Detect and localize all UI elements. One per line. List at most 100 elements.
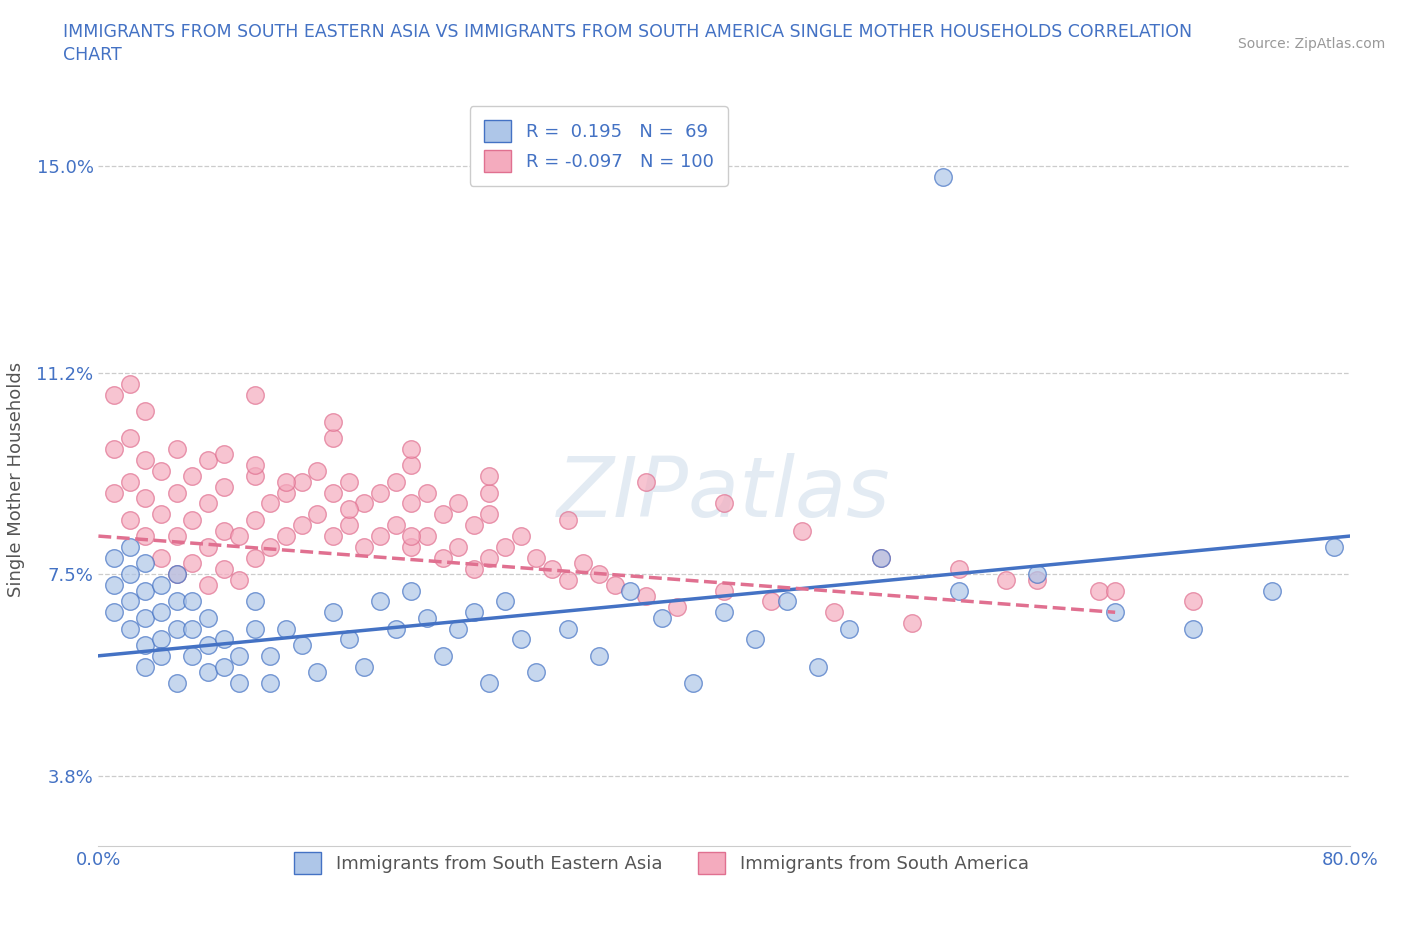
Point [166, 566, 188, 581]
Point [166, 566, 188, 581]
Point [807, 659, 830, 674]
Point [181, 621, 204, 636]
Text: CHART: CHART [63, 46, 122, 64]
Point [134, 659, 156, 674]
Point [337, 518, 360, 533]
Point [776, 594, 799, 609]
Point [134, 404, 156, 418]
Point [322, 485, 344, 500]
Point [197, 637, 219, 652]
Point [197, 610, 219, 625]
Point [432, 648, 454, 663]
Point [1182, 621, 1205, 636]
Point [197, 665, 219, 680]
Point [118, 377, 141, 392]
Point [181, 594, 204, 609]
Point [228, 648, 250, 663]
Point [432, 551, 454, 565]
Point [291, 518, 314, 533]
Point [509, 528, 531, 543]
Point [337, 501, 360, 516]
Point [150, 648, 173, 663]
Point [792, 524, 814, 538]
Point [197, 453, 219, 468]
Point [1088, 583, 1111, 598]
Point [932, 169, 955, 184]
Point [713, 583, 735, 598]
Point [384, 518, 406, 533]
Point [118, 594, 141, 609]
Point [118, 512, 141, 527]
Y-axis label: Single Mother Households: Single Mother Households [7, 362, 25, 596]
Point [118, 431, 141, 445]
Point [416, 528, 439, 543]
Point [166, 594, 188, 609]
Point [243, 551, 266, 565]
Point [134, 610, 156, 625]
Point [228, 572, 250, 587]
Point [150, 604, 173, 619]
Point [1182, 594, 1205, 609]
Point [181, 556, 204, 571]
Text: ZIPatlas: ZIPatlas [557, 453, 891, 534]
Point [478, 507, 501, 522]
Point [197, 539, 219, 554]
Point [526, 551, 548, 565]
Point [243, 387, 266, 402]
Point [212, 447, 235, 462]
Point [134, 453, 156, 468]
Text: Source: ZipAtlas.com: Source: ZipAtlas.com [1237, 37, 1385, 51]
Point [118, 474, 141, 489]
Point [401, 539, 423, 554]
Point [322, 415, 344, 430]
Point [274, 474, 298, 489]
Point [259, 648, 281, 663]
Point [463, 562, 485, 577]
Point [118, 621, 141, 636]
Point [869, 551, 891, 565]
Point [228, 528, 250, 543]
Point [197, 496, 219, 511]
Point [243, 458, 266, 472]
Point [134, 637, 156, 652]
Point [713, 604, 735, 619]
Point [150, 463, 173, 478]
Point [353, 496, 375, 511]
Point [291, 474, 314, 489]
Point [478, 675, 501, 690]
Point [337, 474, 360, 489]
Point [134, 556, 156, 571]
Point [838, 621, 860, 636]
Point [494, 594, 516, 609]
Point [682, 675, 704, 690]
Point [181, 512, 204, 527]
Point [134, 490, 156, 505]
Point [322, 528, 344, 543]
Point [603, 578, 626, 592]
Point [228, 675, 250, 690]
Point [243, 594, 266, 609]
Point [353, 659, 375, 674]
Point [181, 648, 204, 663]
Point [1026, 566, 1049, 581]
Point [416, 485, 439, 500]
Point [197, 578, 219, 592]
Point [447, 539, 470, 554]
Point [634, 589, 657, 604]
Point [948, 583, 970, 598]
Point [150, 507, 173, 522]
Point [744, 632, 766, 647]
Point [103, 485, 125, 500]
Point [1104, 583, 1126, 598]
Point [166, 621, 188, 636]
Point [401, 458, 423, 472]
Point [150, 578, 173, 592]
Point [212, 632, 235, 647]
Point [103, 387, 125, 402]
Point [572, 556, 595, 571]
Point [259, 539, 281, 554]
Point [166, 528, 188, 543]
Point [274, 485, 298, 500]
Legend: Immigrants from South Eastern Asia, Immigrants from South America: Immigrants from South Eastern Asia, Immi… [280, 838, 1043, 889]
Point [103, 442, 125, 457]
